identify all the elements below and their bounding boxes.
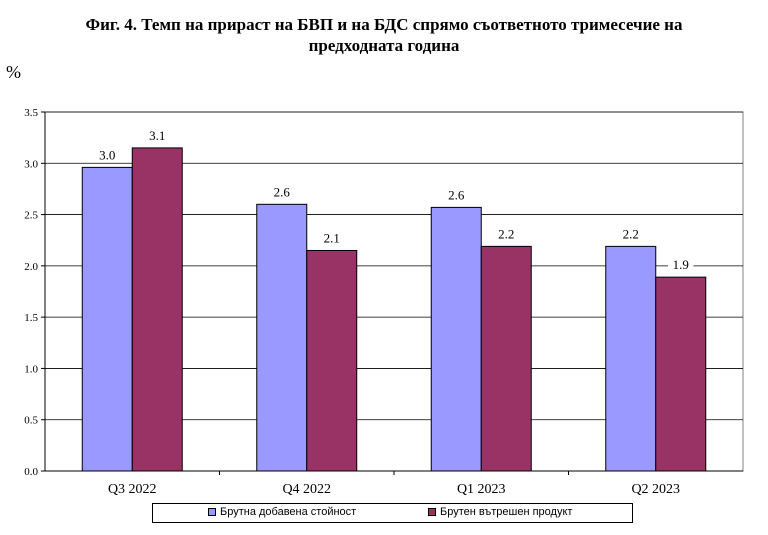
y-tick-label: 3.5 bbox=[24, 107, 38, 119]
data-label-bg bbox=[94, 148, 120, 163]
y-tick-label: 0.5 bbox=[24, 415, 38, 427]
bar-chart: 0.0 0.5 1.0 1.5 2.0 2.5 3.0 3.5 3.0 3.1 Q3 2022 2.6… bbox=[24, 107, 744, 497]
data-label-gva: 2.2 bbox=[623, 226, 639, 241]
chart-title: Фиг. 4. Темп на прираст на БВП и на БДС … bbox=[0, 14, 768, 56]
chart-title-line-1: Фиг. 4. Темп на прираст на БВП и на БДС … bbox=[85, 15, 683, 34]
y-tick-label: 1.5 bbox=[24, 312, 38, 324]
chart-legend: Брутна добавена стойност Брутен вътрешен… bbox=[152, 503, 633, 523]
y-tick-label: 0.0 bbox=[24, 466, 38, 478]
legend-label-gva: Брутна добавена стойност bbox=[220, 506, 357, 518]
data-label-gva: 2.6 bbox=[274, 184, 291, 199]
legend-swatch-gdp bbox=[428, 508, 436, 516]
data-label-gdp: 1.9 bbox=[673, 257, 689, 272]
data-label-bg bbox=[319, 231, 345, 246]
bar-gdp bbox=[655, 276, 707, 472]
legend-label-gdp: Брутен вътрешен продукт bbox=[440, 506, 573, 518]
data-label-bg bbox=[269, 185, 295, 200]
legend-item-gdp: Брутен вътрешен продукт bbox=[428, 506, 572, 518]
legend-swatch-gva bbox=[208, 508, 216, 516]
bar-gva bbox=[81, 166, 133, 472]
data-label-gva: 2.6 bbox=[448, 187, 465, 202]
y-tick-label: 2.0 bbox=[24, 261, 38, 273]
data-label-bg bbox=[668, 258, 694, 273]
x-tick-label: Q4 2022 bbox=[282, 482, 331, 497]
bar-gva bbox=[256, 203, 308, 472]
x-tick-label: Q3 2022 bbox=[108, 482, 157, 497]
bar-gdp bbox=[480, 245, 532, 472]
data-label-bg bbox=[443, 188, 469, 203]
bar-gdp bbox=[131, 147, 183, 472]
data-label-bg bbox=[144, 128, 170, 143]
y-axis-unit-label: % bbox=[6, 62, 21, 82]
bar-gdp bbox=[306, 249, 358, 472]
data-label-gdp: 3.1 bbox=[149, 128, 165, 143]
bar-gva bbox=[430, 206, 482, 472]
y-tick-label: 1.0 bbox=[24, 363, 38, 375]
y-tick-label: 3.0 bbox=[24, 158, 38, 170]
data-label-bg bbox=[493, 227, 519, 242]
x-tick-label: Q2 2023 bbox=[631, 482, 680, 497]
chart-title-line-2: предходната година bbox=[308, 36, 460, 55]
x-tick-label: Q1 2023 bbox=[457, 482, 506, 497]
y-tick-label: 2.5 bbox=[24, 210, 38, 222]
data-label-bg bbox=[618, 227, 644, 242]
data-label-gva: 3.0 bbox=[99, 147, 115, 162]
bar-gva bbox=[605, 245, 657, 472]
legend-item-gva: Брутна добавена стойност bbox=[208, 506, 356, 518]
data-label-gdp: 2.1 bbox=[324, 230, 340, 245]
data-label-gdp: 2.2 bbox=[498, 226, 514, 241]
